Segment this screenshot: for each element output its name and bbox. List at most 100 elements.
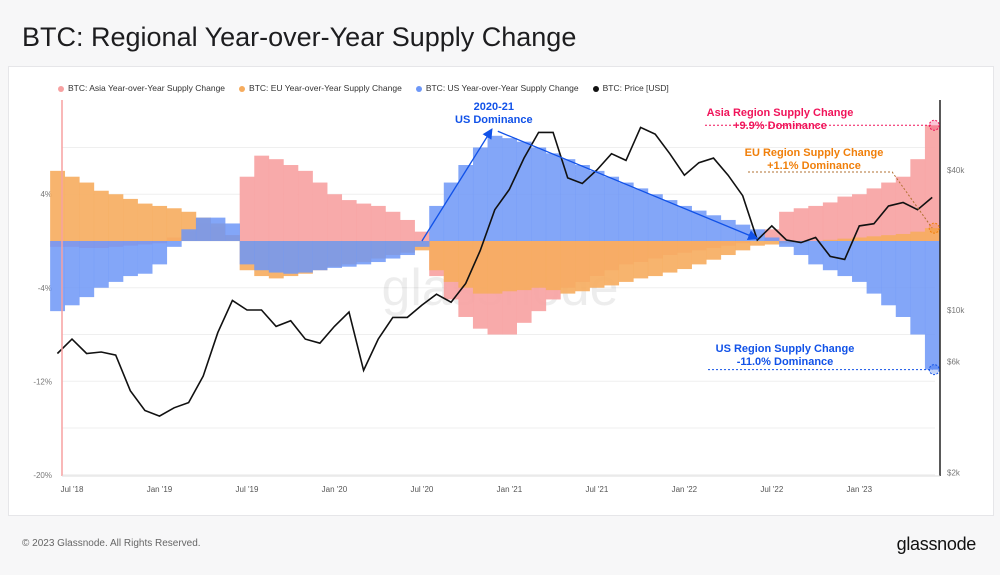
bar xyxy=(268,159,284,241)
x-tick-label: Jul '20 xyxy=(410,485,433,494)
bar xyxy=(502,241,517,292)
x-tick-label: Jan '23 xyxy=(847,485,873,494)
bar xyxy=(225,223,240,241)
bar xyxy=(487,135,503,241)
bar xyxy=(764,237,780,241)
bar xyxy=(385,241,401,259)
bar xyxy=(822,239,838,241)
glassnode-logo: glassnode xyxy=(896,534,977,554)
annotation-line: US Dominance xyxy=(455,114,533,126)
series-us xyxy=(50,135,940,370)
bar xyxy=(458,241,474,288)
bar xyxy=(589,241,605,288)
bar xyxy=(764,229,780,241)
bar xyxy=(123,198,138,241)
legend-item-us[interactable]: BTC: US Year-over-Year Supply Change xyxy=(415,83,579,93)
legend-item-asia[interactable]: BTC: Asia Year-over-Year Supply Change xyxy=(58,83,225,93)
bar xyxy=(239,241,255,265)
annotation-asia: Asia Region Supply Change +9.9% Dominanc… xyxy=(700,107,860,133)
bar xyxy=(531,147,547,241)
annotation-eu: EU Region Supply Change +1.1% Dominance xyxy=(734,147,894,173)
bar xyxy=(472,241,488,294)
annotation-marker xyxy=(928,119,940,131)
bar xyxy=(414,231,430,241)
x-tick-label: Jul '19 xyxy=(236,485,259,494)
bar xyxy=(385,211,401,241)
bar xyxy=(764,241,780,245)
bar xyxy=(137,203,153,241)
bar xyxy=(487,241,503,294)
legend-label: BTC: EU Year-over-Year Supply Change xyxy=(249,83,402,93)
legend-item-eu[interactable]: BTC: EU Year-over-Year Supply Change xyxy=(239,83,402,93)
bar xyxy=(152,205,168,241)
legend: BTC: Asia Year-over-Year Supply Change B… xyxy=(58,83,669,93)
legend-label: BTC: US Year-over-Year Supply Change xyxy=(425,83,579,93)
legend-dot xyxy=(592,85,599,92)
bar xyxy=(633,241,649,279)
bar xyxy=(356,203,372,241)
bar xyxy=(924,125,940,241)
bar xyxy=(356,241,372,265)
bar xyxy=(93,190,109,241)
bar xyxy=(79,241,95,298)
x-tick-label: Jul '18 xyxy=(61,485,84,494)
legend-dot xyxy=(415,85,422,92)
bar xyxy=(181,229,197,241)
y-right-tick-label: $40k xyxy=(947,166,965,175)
annotation-line: US Region Supply Change xyxy=(715,343,855,355)
bar xyxy=(166,208,182,241)
page-title: BTC: Regional Year-over-Year Supply Chan… xyxy=(22,22,577,52)
bar xyxy=(108,241,124,282)
annotation-marker xyxy=(928,222,940,234)
legend-label: BTC: Asia Year-over-Year Supply Change xyxy=(68,83,226,93)
bar xyxy=(837,238,853,241)
annotation-line: 2020-21 xyxy=(473,101,514,113)
bar xyxy=(881,235,897,241)
annotation-leader xyxy=(748,171,933,229)
bar xyxy=(50,170,66,241)
x-tick-label: Jan '22 xyxy=(672,485,698,494)
bar xyxy=(910,159,926,241)
x-tick-label: Jan '20 xyxy=(322,485,348,494)
bar xyxy=(735,241,751,251)
bar xyxy=(706,241,722,260)
bar xyxy=(720,241,736,256)
bar xyxy=(297,241,313,273)
bar xyxy=(691,210,707,241)
annotation-marker xyxy=(928,364,940,376)
annotation-line: +9.9% Dominance xyxy=(733,120,827,132)
bar xyxy=(779,241,795,247)
legend-item-price[interactable]: BTC: Price [USD] xyxy=(592,83,669,93)
price-line xyxy=(56,126,933,417)
bar xyxy=(575,241,590,292)
bar xyxy=(837,196,853,241)
bar xyxy=(866,188,882,241)
arrow-us-rise xyxy=(421,128,493,242)
x-tick-label: Jan '21 xyxy=(497,485,523,494)
bar xyxy=(647,194,663,241)
bar xyxy=(108,194,124,241)
bar xyxy=(545,241,561,291)
bar xyxy=(443,182,459,241)
y-left-tick-label: -4% xyxy=(38,284,52,293)
bar xyxy=(312,182,328,241)
arrow-us-decline xyxy=(497,130,759,240)
bar xyxy=(793,208,809,241)
annotation-line: -11.0% Dominance xyxy=(736,356,834,368)
bar xyxy=(633,188,649,241)
bar xyxy=(400,219,415,241)
bar xyxy=(924,228,940,241)
bar xyxy=(852,241,867,282)
x-tick-label: Jan '19 xyxy=(147,485,173,494)
bar xyxy=(268,241,284,273)
bar xyxy=(677,241,692,270)
bar xyxy=(327,241,343,268)
bar xyxy=(545,153,561,241)
bar xyxy=(429,241,445,271)
bar xyxy=(924,241,940,370)
bar xyxy=(458,165,474,241)
bar xyxy=(123,241,138,277)
bar xyxy=(779,211,795,241)
bar xyxy=(822,202,838,241)
